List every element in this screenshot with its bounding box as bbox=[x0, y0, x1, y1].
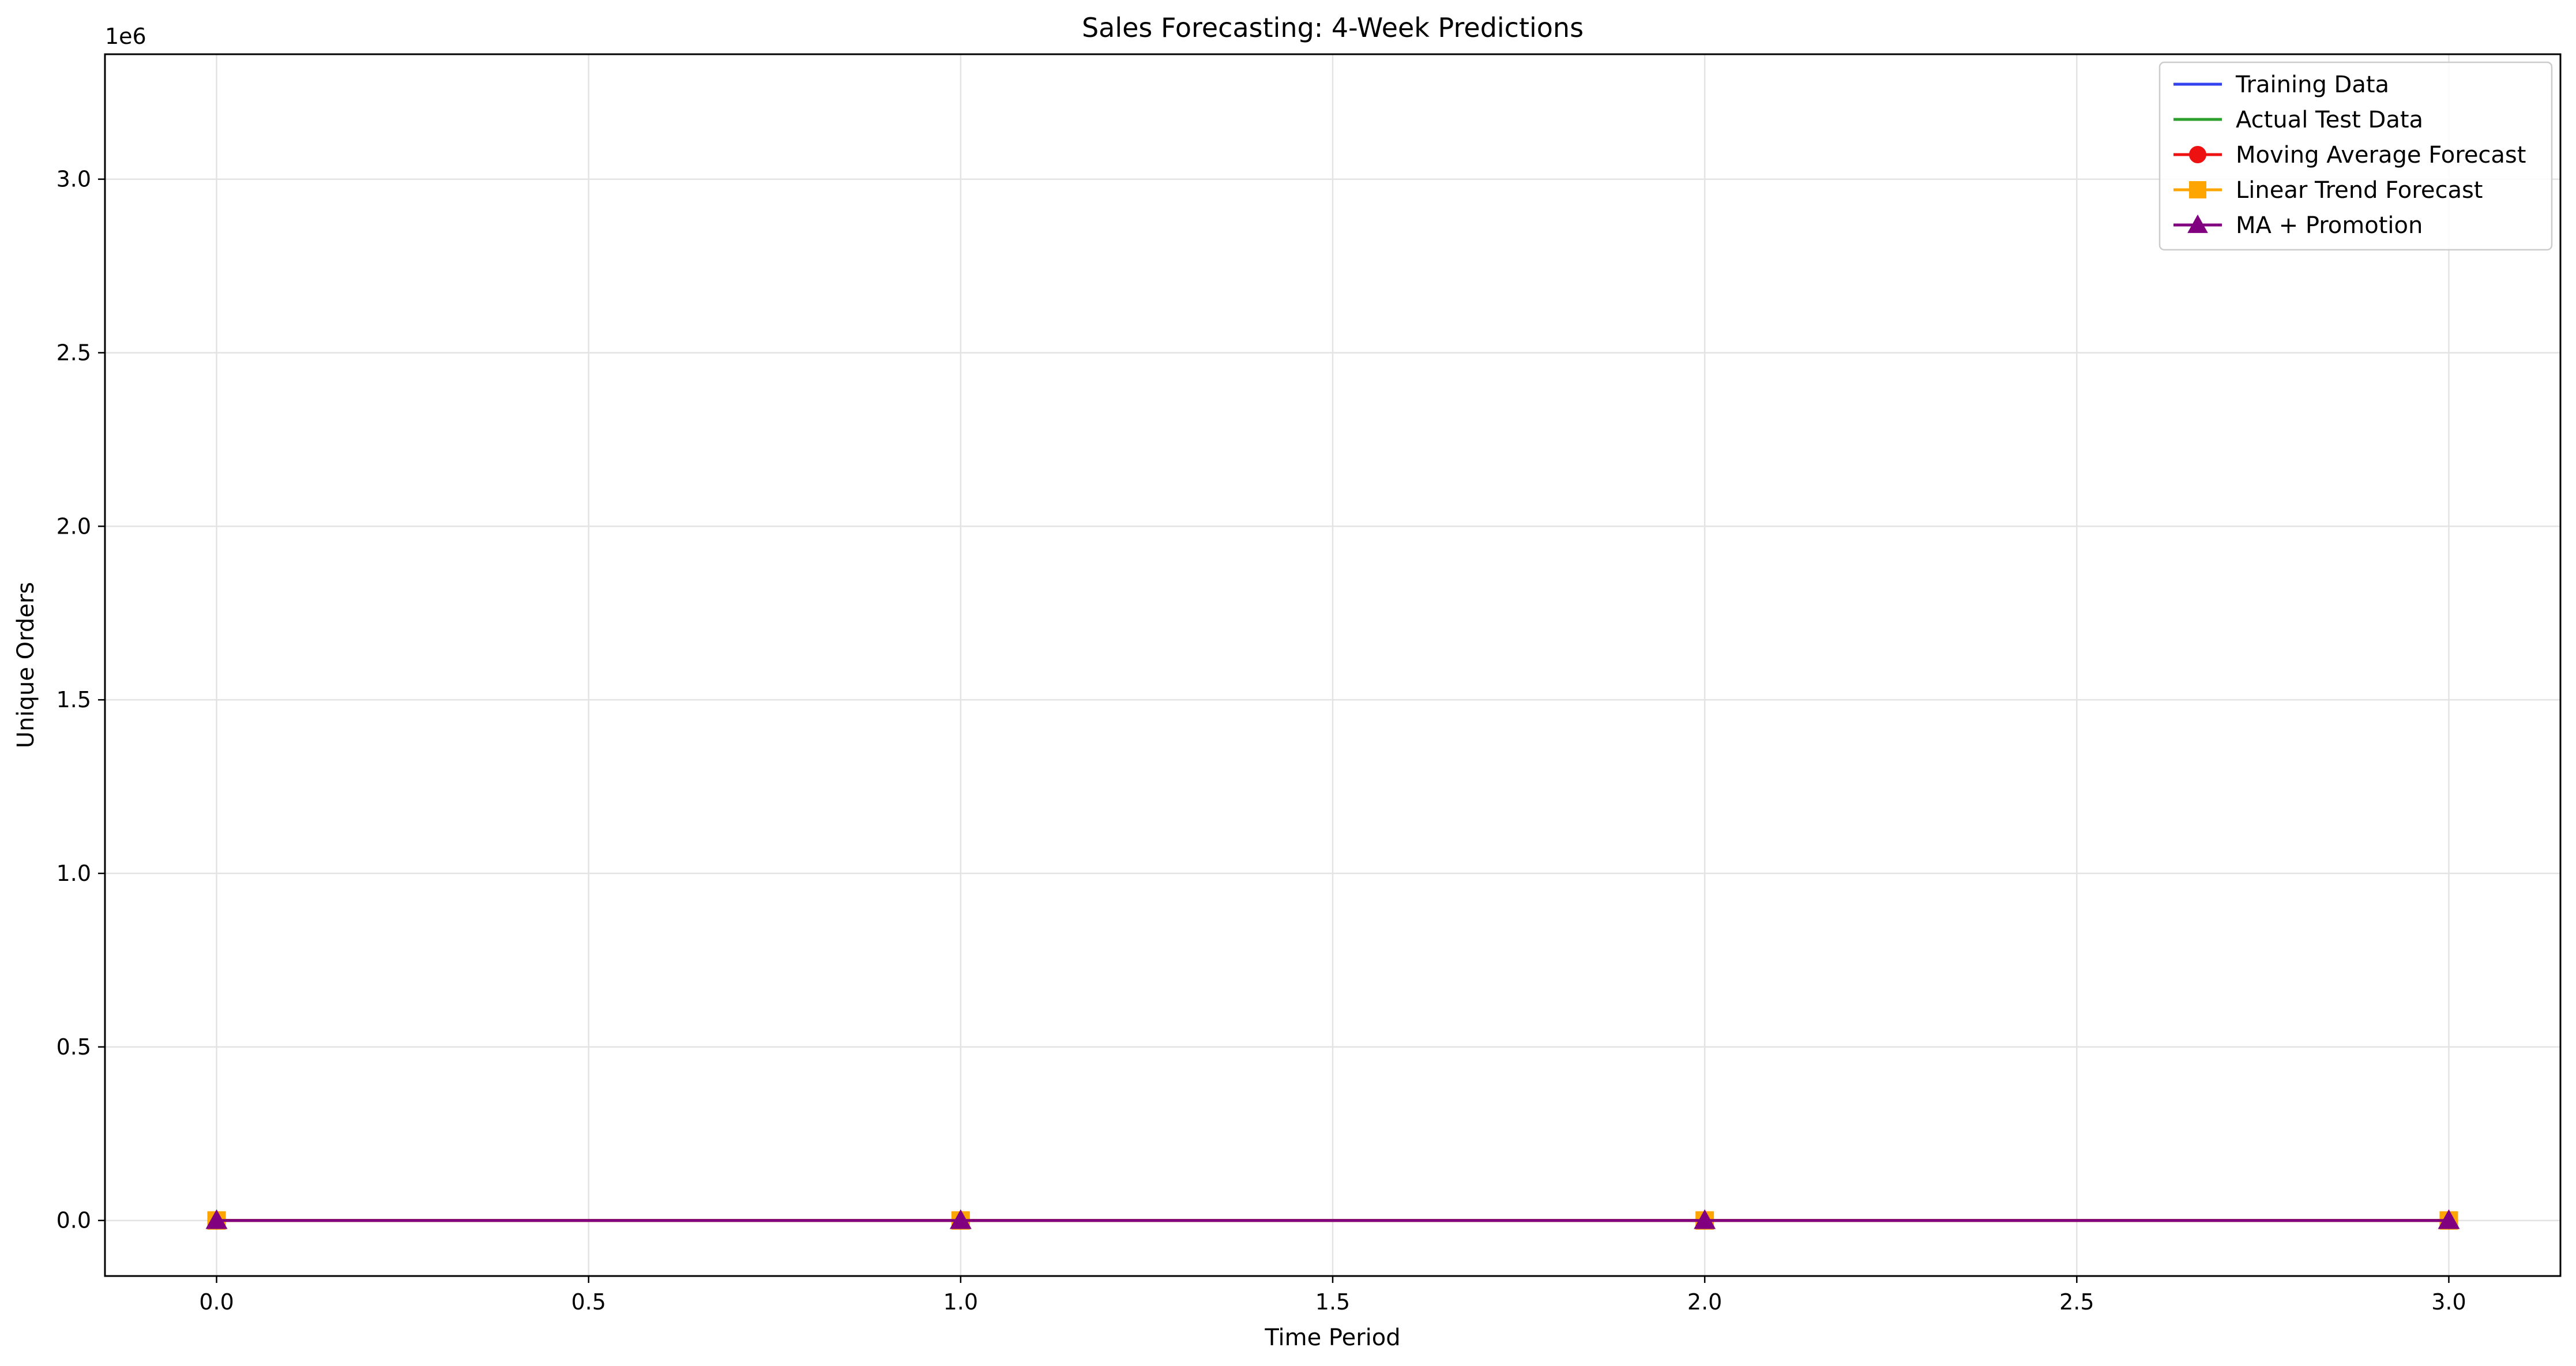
data-point bbox=[949, 1209, 972, 1229]
x-tick-label: 0.5 bbox=[571, 1289, 606, 1315]
y-axis-offset-label: 1e6 bbox=[105, 24, 146, 49]
legend: Training Data Actual Test Data Moving Aver… bbox=[2158, 61, 2553, 251]
legend-label: Moving Average Forecast bbox=[2236, 142, 2526, 168]
x-tick-label: 3.0 bbox=[2431, 1289, 2466, 1315]
legend-label: Actual Test Data bbox=[2236, 107, 2423, 133]
legend-marker bbox=[2189, 146, 2206, 163]
y-tick-label: 2.0 bbox=[57, 513, 91, 539]
x-tick-label: 1.5 bbox=[1315, 1289, 1350, 1315]
y-tick-label: 0.5 bbox=[57, 1034, 91, 1060]
legend-label: Linear Trend Forecast bbox=[2236, 177, 2483, 204]
legend-marker bbox=[2187, 214, 2208, 233]
y-tick-label: 0.0 bbox=[57, 1208, 91, 1233]
axis-ticks: 0.0 0.5 1.0 1.5 2.0 2.5 3.0 0.0 0.5 1.0 1.5 2.0 2.5 3… bbox=[57, 167, 2466, 1315]
data-point bbox=[1694, 1209, 1716, 1229]
data-point bbox=[2438, 1209, 2460, 1229]
y-tick-label: 1.0 bbox=[57, 861, 91, 886]
x-tick-label: 2.5 bbox=[2059, 1289, 2094, 1315]
y-tick-label: 1.5 bbox=[57, 687, 91, 712]
data-point bbox=[205, 1209, 228, 1229]
x-axis-label: Time Period bbox=[1264, 1324, 1400, 1351]
legend-label: MA + Promotion bbox=[2236, 212, 2423, 239]
x-tick-label: 1.0 bbox=[943, 1289, 978, 1315]
x-tick-label: 2.0 bbox=[1687, 1289, 1722, 1315]
y-axis-label: Unique Orders bbox=[13, 582, 39, 748]
legend-marker bbox=[2189, 181, 2206, 198]
x-tick-label: 0.0 bbox=[199, 1289, 234, 1315]
y-tick-label: 2.5 bbox=[57, 340, 91, 365]
legend-box bbox=[2158, 61, 2553, 251]
y-tick-label: 3.0 bbox=[57, 167, 91, 192]
series-layer bbox=[205, 1209, 2460, 1230]
legend-label: Training Data bbox=[2235, 72, 2389, 98]
chart-title: Sales Forecasting: 4-Week Predictions bbox=[1082, 12, 1584, 43]
